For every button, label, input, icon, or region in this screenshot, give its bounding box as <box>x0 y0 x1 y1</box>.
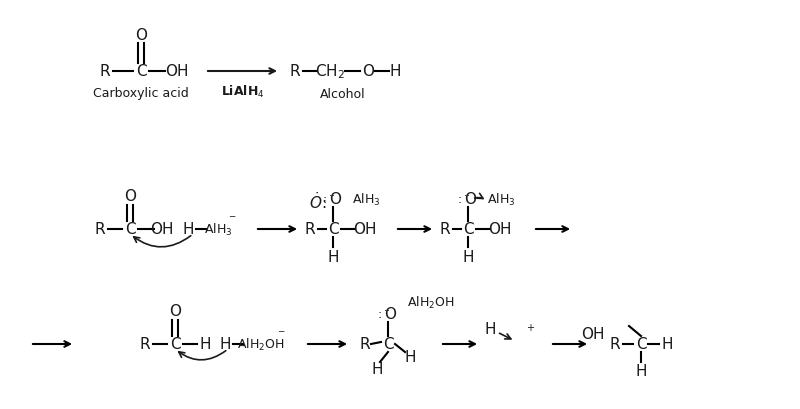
Text: R: R <box>290 64 300 79</box>
Text: AlH$_3$: AlH$_3$ <box>352 191 381 207</box>
Text: C: C <box>462 222 474 237</box>
Text: H: H <box>219 337 230 352</box>
Text: O: O <box>329 192 341 207</box>
Text: R: R <box>305 222 315 237</box>
Text: AlH$_2$OH: AlH$_2$OH <box>238 336 285 352</box>
Text: C: C <box>170 337 180 352</box>
Text: C: C <box>636 337 646 352</box>
Text: O: O <box>124 189 136 204</box>
Text: H: H <box>199 337 210 352</box>
Text: H: H <box>662 337 673 352</box>
Text: H: H <box>635 364 646 379</box>
Text: O: O <box>384 307 396 322</box>
Text: OH: OH <box>150 222 174 237</box>
Text: OH: OH <box>582 327 605 342</box>
Text: R: R <box>100 64 110 79</box>
Text: :: : <box>378 308 382 321</box>
Text: Alcohol: Alcohol <box>320 87 366 100</box>
Text: OH: OH <box>166 64 189 79</box>
Text: H: H <box>404 350 416 364</box>
Text: AlH$_2$OH: AlH$_2$OH <box>407 294 454 310</box>
Text: OH: OH <box>354 222 377 237</box>
Text: :: : <box>458 193 462 206</box>
Text: H: H <box>484 322 496 337</box>
Text: R: R <box>94 222 106 237</box>
Text: H: H <box>390 64 401 79</box>
Text: C: C <box>382 337 394 352</box>
Text: $^-$: $^-$ <box>227 213 237 226</box>
Text: Carboxylic acid: Carboxylic acid <box>93 87 189 100</box>
Text: O: O <box>464 192 476 207</box>
Text: OH: OH <box>488 222 512 237</box>
Text: O: O <box>169 304 181 319</box>
Text: CH$_2$: CH$_2$ <box>315 63 345 81</box>
Text: R: R <box>610 337 620 352</box>
Text: C: C <box>328 222 338 237</box>
Text: R: R <box>140 337 150 352</box>
Text: H: H <box>462 250 474 265</box>
Text: H: H <box>182 222 194 237</box>
Text: C: C <box>125 222 135 237</box>
Text: R: R <box>440 222 450 237</box>
Text: ..: .. <box>329 188 335 198</box>
Text: $^-$: $^-$ <box>276 328 286 341</box>
Text: AlH$_3$: AlH$_3$ <box>204 221 232 238</box>
Text: :: : <box>323 193 327 206</box>
Text: $\.{O}$:: $\.{O}$: <box>310 191 326 212</box>
Text: H: H <box>371 362 382 377</box>
Text: AlH$_3$: AlH$_3$ <box>487 191 515 207</box>
Text: O: O <box>362 64 374 79</box>
Text: C: C <box>136 64 146 79</box>
Text: R: R <box>360 337 370 352</box>
Text: LiAlH$_4$: LiAlH$_4$ <box>221 84 264 100</box>
Text: $^+$: $^+$ <box>525 322 535 336</box>
Text: O: O <box>135 29 147 43</box>
Text: ..: .. <box>464 188 470 198</box>
Text: H: H <box>327 250 338 265</box>
Text: ..: .. <box>384 302 390 312</box>
